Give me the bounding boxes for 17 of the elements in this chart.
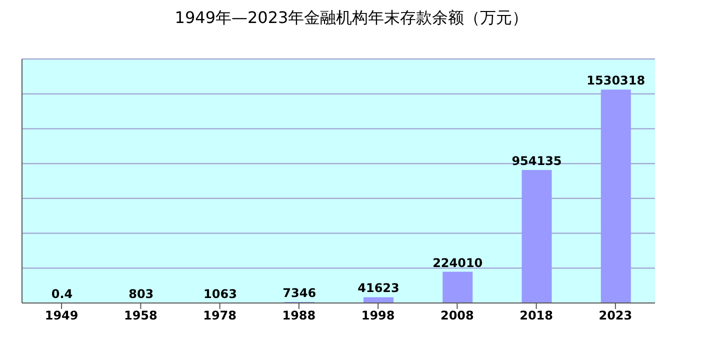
data-label: 224010 [432, 256, 483, 270]
x-tick-label: 2008 [440, 308, 474, 323]
data-label: 954135 [512, 154, 562, 168]
x-tick-label: 1988 [282, 308, 316, 323]
x-tick-label: 1958 [124, 308, 158, 323]
x-tick-label: 1949 [44, 308, 78, 323]
chart-title: 1949年—2023年金融机构年末存款余额（万元） [174, 8, 530, 29]
data-label: 1063 [204, 286, 237, 301]
x-tick-label: 1998 [361, 308, 395, 323]
data-label: 7346 [282, 286, 316, 300]
data-label: 0.4 [51, 287, 73, 301]
data-label: 1530318 [586, 74, 646, 88]
x-tick-label: 2023 [598, 308, 632, 323]
x-tick-label: 1978 [203, 308, 237, 323]
data-label: 803 [128, 286, 154, 301]
data-label: 41623 [358, 281, 400, 296]
x-tick-label: 2018 [520, 308, 554, 323]
